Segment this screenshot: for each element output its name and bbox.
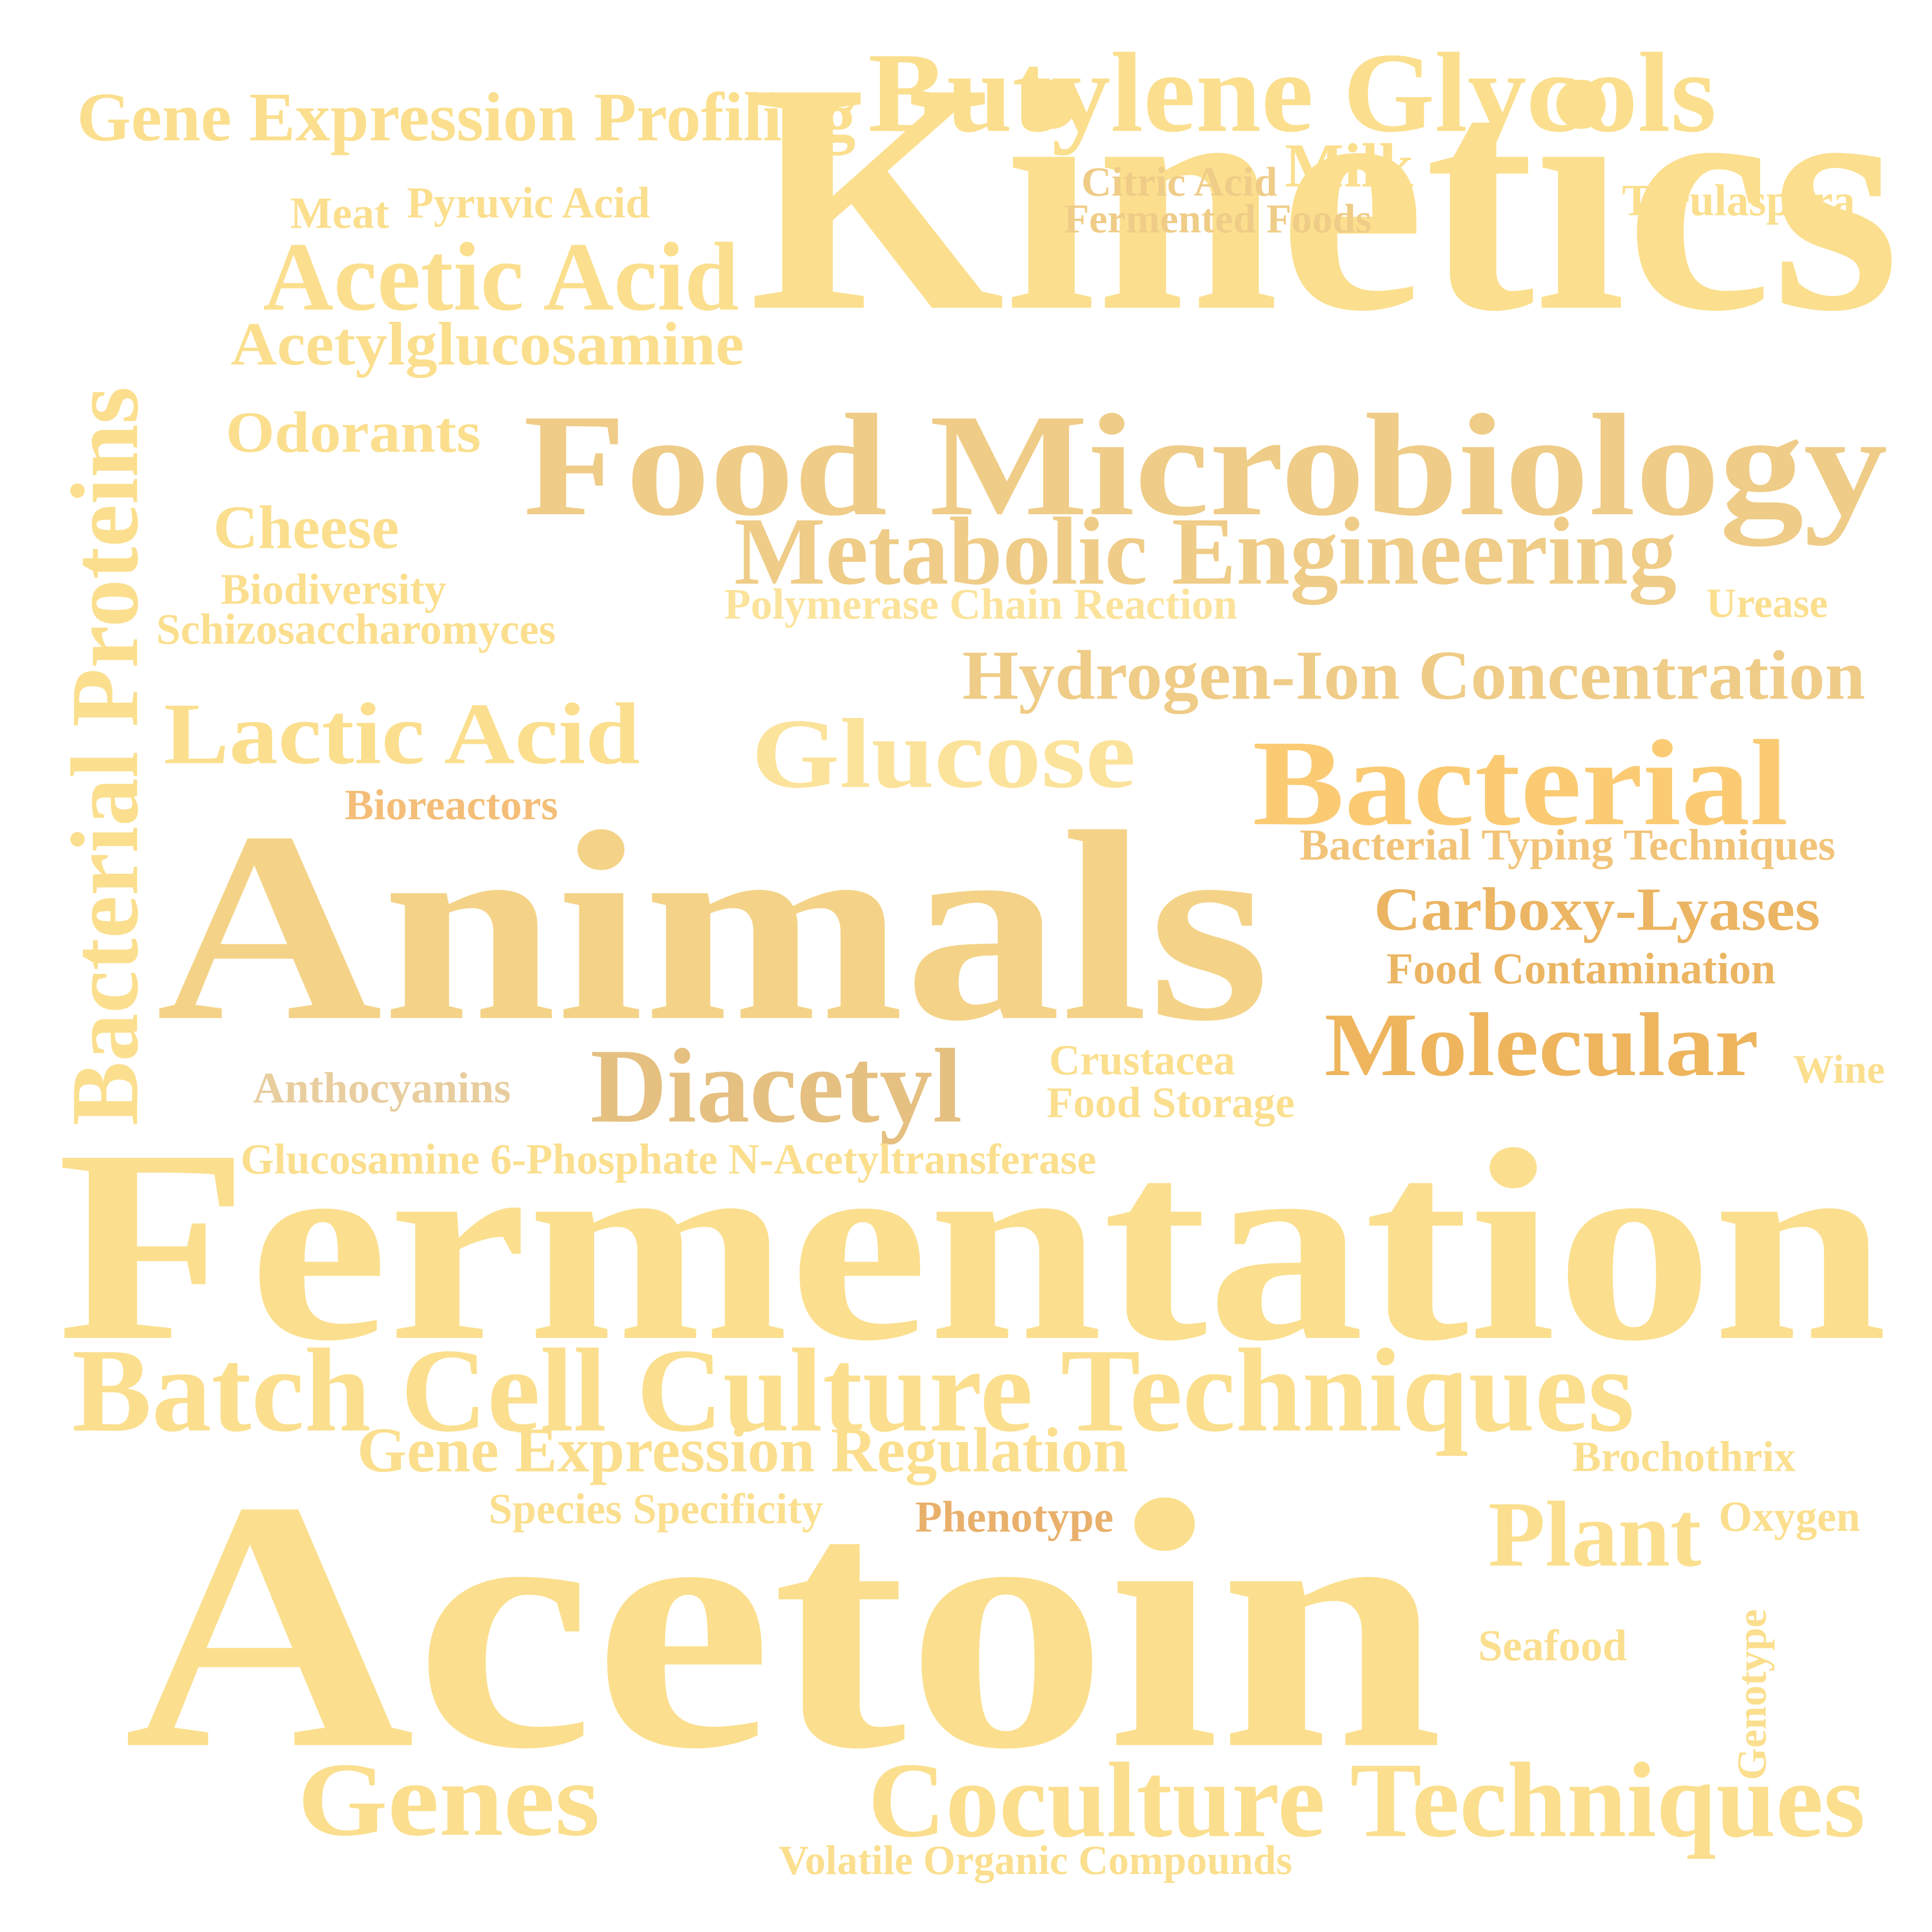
word-seafood: Seafood — [1478, 1622, 1627, 1671]
word-coculture-techniques: Coculture Techniques — [868, 1740, 1866, 1860]
word-milk: Milk — [1285, 131, 1414, 201]
word-genotype: Genotype — [1729, 1609, 1775, 1780]
word-odorants: Odorants — [226, 400, 481, 465]
word-schizosaccharomyces: Schizosaccharomyces — [156, 605, 556, 654]
word-gene-expression-profiling: Gene Expression Profiling — [77, 78, 856, 156]
word-food-storage: Food Storage — [1047, 1078, 1295, 1127]
word-polymerase-chain-reaction: Polymerase Chain Reaction — [724, 580, 1238, 629]
word-fermentation: Fermentation — [57, 1092, 1888, 1397]
word-metabolic-engineering: Metabolic Engineering — [734, 498, 1677, 605]
word-bioreactors: Bioreactors — [345, 781, 558, 829]
word-molecular: Molecular — [1324, 994, 1759, 1095]
word-acetic-acid: Acetic Acid — [263, 222, 739, 331]
word-crustacea: Crustacea — [1049, 1036, 1235, 1085]
word-fermented-foods: Fermented Foods — [1064, 196, 1372, 242]
word-volatile-organic-compounds: Volatile Organic Compounds — [779, 1837, 1293, 1883]
word-animals: Animals — [156, 776, 1270, 1078]
word-butylene-glycols: Butylene Glycols — [868, 29, 1717, 156]
word-bacterial: Bacterial — [1252, 714, 1789, 851]
word-genes: Genes — [298, 1741, 600, 1858]
word-batch-cell-culture-techniques: Batch Cell Culture Techniques — [72, 1324, 1635, 1457]
word-bacterial-proteins: Bacterial Proteins — [51, 386, 158, 1126]
word-food-microbiology: Food Microbiology — [523, 384, 1888, 546]
word-lactic-acid: Lactic Acid — [164, 685, 640, 783]
word-glucosamine-6-phosphate-n-acetyltransferase: Glucosamine 6-Phosphate N-Acetyltransfer… — [241, 1136, 1097, 1184]
word-pyruvic-acid: Pyruvic Acid — [407, 178, 650, 227]
word-species-specificity: Species Specificity — [489, 1485, 823, 1533]
word-cheese: Cheese — [213, 493, 399, 562]
word-meat: Meat — [290, 188, 389, 238]
word-bacterial-typing-techniques: Bacterial Typing Techniques — [1300, 821, 1836, 870]
word-anthocyanins: Anthocyanins — [253, 1064, 511, 1112]
word-wine: Wine — [1793, 1047, 1885, 1092]
word-urease: Urease — [1706, 580, 1828, 627]
word-gene-expression-regulation: Gene Expression Regulation — [357, 1415, 1128, 1486]
word-biodiversity: Biodiversity — [221, 565, 446, 614]
word-torulaspora: Torulaspora — [1622, 176, 1855, 226]
word-acetoin: Acetoin — [124, 1427, 1443, 1822]
word-citric-acid: Citric Acid — [1081, 159, 1278, 205]
word-phenotype: Phenotype — [915, 1493, 1114, 1542]
word-plant: Plant — [1488, 1482, 1701, 1586]
word-glucose: Glucose — [751, 698, 1136, 809]
word-oxygen: Oxygen — [1719, 1493, 1861, 1541]
word-carboxy-lyases: Carboxy-Lyases — [1374, 875, 1820, 944]
word-kinetics: Kinetics — [749, 14, 1900, 379]
word-hydrogen-ion-concentration: Hydrogen-Ion Concentration — [962, 636, 1866, 714]
word-food-contamination: Food Contamination — [1386, 945, 1776, 994]
word-diacetyl: Diacetyl — [590, 1027, 962, 1145]
word-acetylglucosamine: Acetylglucosamine — [231, 310, 744, 378]
word-brochothrix: Brochothrix — [1572, 1433, 1796, 1481]
